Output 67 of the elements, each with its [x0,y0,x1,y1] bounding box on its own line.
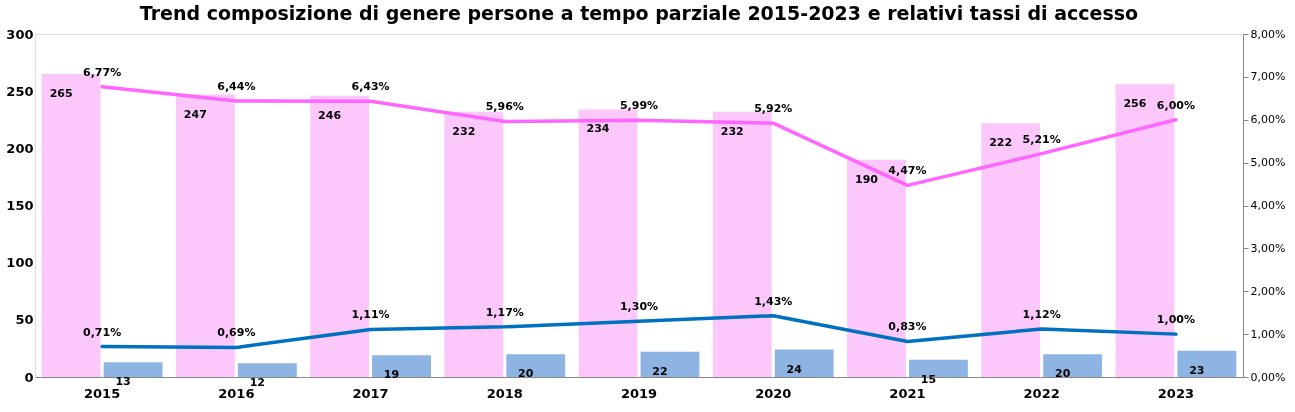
x-tick-label: 2017 [352,385,389,401]
data-label: 4,47% [888,164,927,178]
data-label: 5,21% [1022,132,1061,146]
data-label: 24 [786,362,803,376]
data-label: 1,00% [1156,313,1195,327]
bar [774,349,834,377]
x-tick-label: 2021 [889,385,926,401]
data-label: 5,99% [619,99,659,113]
y-tick-label: 50 [15,312,34,328]
bar [1177,350,1237,377]
data-label: 20 [1054,367,1071,381]
y2-tick-label: 1,00% [1250,327,1286,341]
data-label: 256 [1123,97,1147,111]
data-label: 5,92% [754,102,793,116]
data-label: 6,43% [351,80,390,94]
bar [908,359,968,377]
bar [103,362,163,377]
data-label: 232 [452,124,476,138]
bar [1043,354,1103,377]
data-label: 247 [183,107,207,121]
y2-tick-label: 0,00% [1250,370,1286,384]
data-label: 232 [720,124,744,138]
data-label: 1,11% [351,308,390,322]
data-label: 20 [518,367,534,381]
data-label: 1,43% [754,294,793,308]
x-tick-label: 2018 [486,385,523,401]
y2-tick-label: 4,00% [1250,199,1286,212]
y2-tick-label: 7,00% [1250,70,1286,84]
data-label: 1,12% [1022,307,1061,321]
data-label: 6,00% [1156,98,1195,112]
data-label: 222 [989,136,1013,150]
data-label: 246 [318,108,342,122]
x-tick-label: 2020 [755,385,792,401]
data-label: 15 [920,372,937,386]
data-label: 19 [383,368,400,382]
bar [640,351,700,377]
data-label: 1,17% [485,305,524,319]
x-tick-label: 2022 [1023,385,1060,401]
y2-tick-label: 6,00% [1250,113,1286,127]
y-tick-label: 200 [6,140,34,156]
x-tick-label: 2023 [1157,385,1194,401]
x-tick-label: 2019 [620,385,658,401]
data-label: 0,69% [217,326,256,340]
y2-tick-label: 2,00% [1250,284,1286,298]
data-label: 22 [652,364,668,378]
y2-tick-label: 5,00% [1250,156,1286,170]
y-tick-label: 250 [6,83,34,99]
bar [506,354,566,377]
y-tick-label: 300 [6,26,34,42]
data-label: 265 [49,87,73,101]
y-tick-label: 0 [24,369,34,385]
y2-tick-label: 3,00% [1250,241,1286,255]
y-tick-label: 100 [6,255,34,271]
data-label: 0,83% [888,320,927,334]
data-label: 0,71% [83,325,122,339]
data-label: 5,96% [485,100,524,114]
bar [372,355,431,377]
data-label: 190 [854,172,879,186]
data-label: 234 [586,122,610,136]
data-label: 6,77% [83,65,122,79]
data-label: 6,44% [217,79,256,93]
y-tick-label: 150 [6,198,34,213]
data-label: 1,30% [619,300,659,314]
bar [237,363,297,377]
chart-title: Trend composizione di genere persone a tempo parziale 2015-2023 e relativi tassi di accesso [139,2,1139,24]
y2-tick-label: 8,00% [1250,27,1286,41]
data-label: 23 [1189,363,1205,377]
